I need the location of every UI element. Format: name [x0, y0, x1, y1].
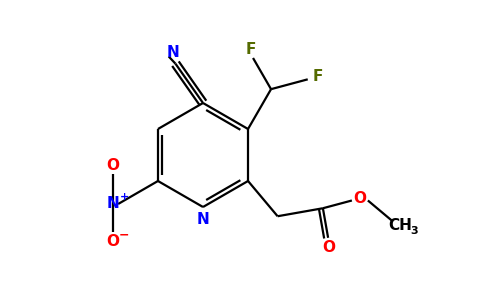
Text: F: F — [246, 43, 256, 58]
Text: N: N — [166, 45, 179, 60]
Text: O: O — [323, 240, 335, 255]
Text: 3: 3 — [410, 226, 418, 236]
Text: O: O — [106, 158, 120, 172]
Text: O: O — [353, 191, 366, 206]
Text: F: F — [313, 69, 323, 84]
Text: +: + — [120, 192, 129, 202]
Text: N: N — [197, 212, 210, 226]
Text: N: N — [107, 196, 120, 211]
Text: −: − — [119, 229, 129, 242]
Text: CH: CH — [389, 218, 412, 232]
Text: O: O — [106, 233, 120, 248]
